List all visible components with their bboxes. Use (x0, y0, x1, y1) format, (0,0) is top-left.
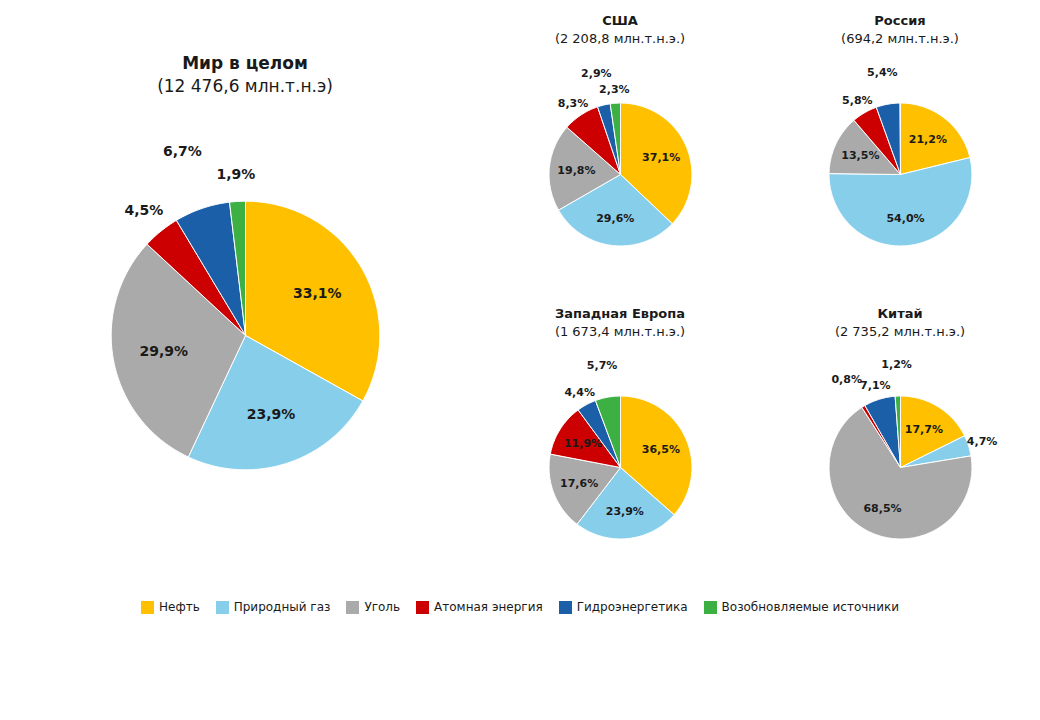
html-text:США: США (602, 13, 638, 28)
html-text:Нефть: Нефть (159, 600, 200, 615)
html-text:Китай: Китай (877, 306, 923, 322)
svg-text:5,4%: 5,4% (867, 66, 898, 79)
svg-text:37,1%: 37,1% (642, 151, 680, 164)
svg-text:13,5%: 13,5% (841, 149, 879, 162)
html-text:Возобновляемые источники: Возобновляемые источники (721, 600, 899, 615)
svg-text:7,1%: 7,1% (860, 379, 891, 392)
svg-text:21,2%: 21,2% (909, 133, 947, 146)
html-text:(1 673,4 млн.т.н.э.): (1 673,4 млн.т.н.э.) (554, 323, 686, 339)
svg-text:29,9%: 29,9% (139, 343, 188, 359)
html-text:(12 476,6 млн.т.н.э): (12 476,6 млн.т.н.э) (157, 75, 333, 96)
svg-text:2,3%: 2,3% (599, 83, 630, 96)
html-text:Россия: Россия (874, 13, 926, 28)
svg-text:0,8%: 0,8% (831, 373, 862, 386)
svg-text:4,7%: 4,7% (967, 435, 998, 448)
svg-text:1,2%: 1,2% (881, 358, 912, 371)
svg-text:2,9%: 2,9% (581, 67, 612, 80)
svg-text:1,9%: 1,9% (216, 166, 255, 182)
svg-text:5,8%: 5,8% (842, 94, 873, 107)
html-text:(2 735,2 млн.т.н.э.): (2 735,2 млн.т.н.э.) (834, 323, 966, 339)
svg-text:36,5%: 36,5% (642, 443, 680, 456)
html-text:Мир в целом: Мир в целом (182, 53, 308, 73)
svg-text:5,7%: 5,7% (587, 359, 618, 372)
html-text:(694,2 млн.т.н.э.): (694,2 млн.т.н.э.) (841, 30, 959, 46)
svg-text:54,0%: 54,0% (886, 212, 924, 225)
html-text:Гидроэнергетика: Гидроэнергетика (576, 600, 688, 615)
svg-text:23,9%: 23,9% (247, 406, 296, 422)
svg-text:23,9%: 23,9% (606, 505, 644, 518)
svg-text:19,8%: 19,8% (557, 164, 595, 177)
svg-text:6,7%: 6,7% (163, 143, 202, 159)
svg-text:17,7%: 17,7% (905, 424, 943, 437)
svg-text:4,4%: 4,4% (564, 386, 595, 399)
html-text:(2 208,8 млн.т.н.э.): (2 208,8 млн.т.н.э.) (554, 30, 686, 46)
svg-text:11,9%: 11,9% (564, 438, 602, 451)
svg-text:33,1%: 33,1% (293, 285, 342, 301)
svg-text:17,6%: 17,6% (560, 477, 598, 490)
svg-text:8,3%: 8,3% (558, 97, 589, 110)
html-text:Атомная энергия: Атомная энергия (434, 600, 543, 615)
html-text:Уголь: Уголь (364, 600, 401, 615)
html-text:Западная Европа: Западная Европа (555, 306, 685, 322)
svg-text:29,6%: 29,6% (596, 212, 634, 225)
svg-text:68,5%: 68,5% (863, 502, 901, 515)
svg-text:4,5%: 4,5% (125, 202, 164, 218)
html-text:Природный газ: Природный газ (233, 600, 331, 615)
